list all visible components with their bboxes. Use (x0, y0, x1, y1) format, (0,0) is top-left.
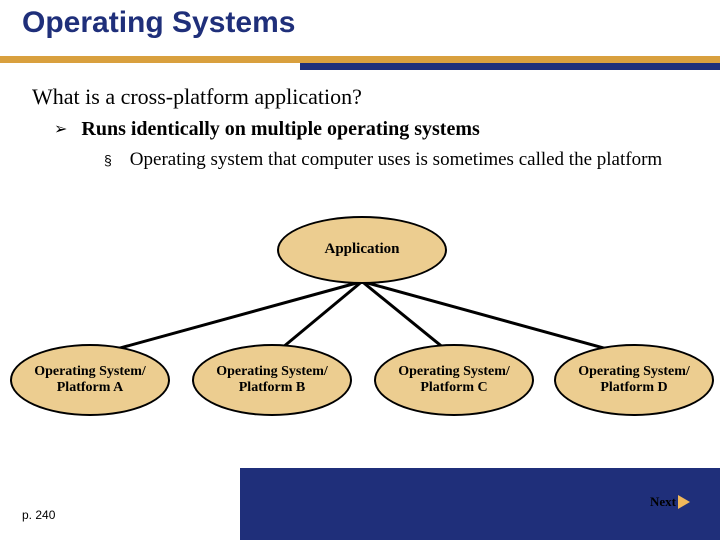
bullet1-marker: ➢ (54, 118, 67, 142)
title-rule (0, 56, 720, 70)
diagram-node-platform: Operating System/Platform D (554, 344, 714, 416)
diagram-node-label: Operating System/Platform D (572, 364, 696, 396)
bottom-navy-panel (240, 468, 720, 540)
diagram-node-application: Application (277, 216, 447, 284)
diagram-node-platform: Operating System/Platform B (192, 344, 352, 416)
diagram: Application Operating System/Platform A Op… (0, 210, 720, 460)
rule-gold (0, 56, 720, 63)
diagram-node-label: Operating System/Platform A (28, 364, 152, 396)
diagram-node-label: Operating System/Platform C (392, 364, 516, 396)
bullet-level1: ➢ Runs identically on multiple operating… (54, 118, 480, 142)
diagram-edge (90, 280, 363, 358)
arrow-right-icon (678, 495, 690, 509)
page-title: Operating Systems (22, 6, 295, 40)
slide: Operating Systems What is a cross-platfo… (0, 0, 720, 540)
bullet2-text: Operating system that computer uses is s… (130, 148, 662, 172)
bullet2-marker: § (104, 148, 112, 172)
diagram-node-platform: Operating System/Platform A (10, 344, 170, 416)
diagram-edge (362, 280, 635, 358)
diagram-node-label: Operating System/Platform B (210, 364, 334, 396)
next-button[interactable]: Next (650, 494, 690, 510)
page-reference: p. 240 (22, 508, 55, 522)
next-label: Next (650, 494, 676, 510)
slide-question: What is a cross-platform application? (32, 84, 362, 110)
rule-navy (300, 63, 720, 70)
diagram-node-label: Application (318, 241, 405, 258)
diagram-node-platform: Operating System/Platform C (374, 344, 534, 416)
bullet1-text: Runs identically on multiple operating s… (81, 118, 479, 141)
bullet-level2: § Operating system that computer uses is… (104, 148, 664, 172)
